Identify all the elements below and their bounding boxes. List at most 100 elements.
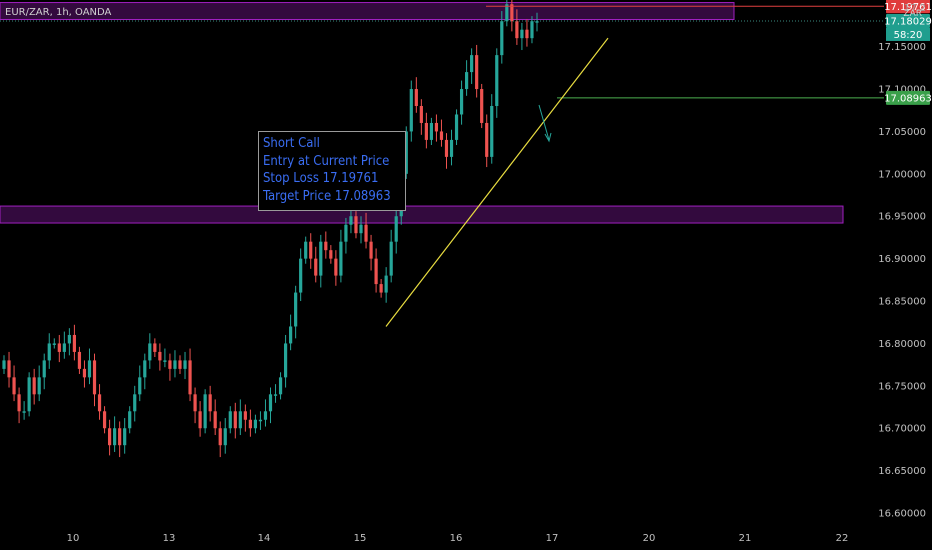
candle: [243, 404, 247, 432]
candle: [434, 114, 439, 142]
candle-body: [243, 411, 247, 420]
current-price-tag-countdown-bg: [886, 27, 930, 41]
candle: [218, 421, 222, 458]
candle: [148, 333, 152, 369]
candle-body: [148, 343, 152, 361]
candle: [495, 48, 499, 118]
candle: [394, 209, 398, 254]
candle-body: [314, 258, 318, 276]
candle-body: [278, 377, 283, 395]
candle-body: [77, 351, 82, 369]
candle: [67, 328, 71, 356]
candle: [289, 314, 293, 351]
candle: [404, 126, 408, 179]
candle-body: [253, 419, 258, 429]
candle: [329, 245, 333, 264]
trendline: [385, 37, 609, 327]
y-tick-label: 16.90000: [878, 254, 926, 265]
trade-annotation-box[interactable]: Short Call Entry at Current Price Stop L…: [258, 131, 406, 211]
stop-loss-price-tag: 17.19761: [884, 0, 932, 14]
candle: [258, 411, 263, 430]
candle-body: [409, 89, 413, 132]
candle-body: [128, 411, 132, 429]
candle: [188, 348, 192, 402]
candle-body: [138, 377, 142, 395]
candle-body: [158, 351, 162, 361]
candle: [480, 83, 484, 129]
x-tick-label: 14: [258, 533, 271, 544]
candle: [143, 353, 147, 390]
candle: [263, 399, 268, 427]
arrow-head: [544, 132, 552, 143]
candle-body: [178, 360, 182, 369]
candle-body: [97, 394, 102, 412]
y-tick-label: 16.75000: [878, 381, 926, 392]
candle-body: [359, 224, 363, 234]
x-tick-label: 22: [836, 533, 849, 544]
candle-body: [329, 250, 333, 259]
candle: [475, 44, 479, 98]
candle: [379, 278, 383, 298]
candle-body: [459, 89, 464, 115]
candle-body: [309, 241, 313, 259]
candle: [449, 129, 454, 166]
candle-body: [530, 21, 534, 39]
candle-body: [444, 139, 449, 157]
candle-body: [183, 360, 187, 369]
candle: [409, 80, 413, 142]
candle-body: [273, 394, 278, 396]
candle-body: [188, 360, 192, 395]
candle: [294, 285, 298, 339]
candle-body: [475, 55, 479, 90]
candle-body: [349, 216, 353, 225]
candle-body: [510, 4, 514, 22]
candle-body: [82, 368, 87, 378]
candle-body: [515, 21, 519, 39]
candle-body: [223, 428, 227, 446]
candle-body: [319, 241, 323, 276]
resistance-zone-2: [0, 205, 844, 224]
candle: [123, 418, 127, 454]
candle: [470, 48, 474, 84]
candle: [17, 387, 21, 424]
y-tick-label: 16.65000: [878, 466, 926, 477]
annotation-line-4: Target Price 17.08963: [263, 188, 391, 204]
candle-body: [67, 334, 71, 344]
candle-body: [500, 21, 504, 56]
candle: [107, 419, 112, 456]
candle: [57, 334, 61, 363]
candle-body: [7, 360, 11, 378]
candle: [12, 365, 16, 402]
candle-body: [37, 377, 41, 395]
candle: [102, 406, 107, 434]
candle: [233, 402, 237, 439]
candle-body: [424, 122, 428, 140]
candle-body: [62, 343, 66, 352]
candle: [32, 368, 36, 405]
current-price-tag-bg: [886, 13, 930, 28]
candle-body: [258, 419, 263, 422]
x-tick-label: 15: [354, 533, 367, 544]
candle-body: [22, 411, 26, 413]
candle-body: [218, 428, 222, 446]
candle-body: [283, 343, 288, 378]
candle: [505, 0, 509, 27]
candle-body: [294, 292, 298, 327]
candle-body: [72, 334, 76, 352]
y-tick-label: 17.05000: [878, 127, 926, 138]
target-price-tag-bg: [886, 90, 930, 105]
candle: [454, 109, 459, 146]
x-tick-label: 21: [739, 533, 752, 544]
current-price-tag: 17.18029 58:20: [884, 13, 932, 41]
candle-body: [480, 89, 484, 123]
annotation-line-3: Stop Loss 17.19761: [263, 171, 379, 186]
candle-body: [414, 89, 418, 106]
candle: [223, 418, 227, 454]
candle-body: [364, 224, 368, 242]
candle-body: [449, 139, 454, 157]
candle-body: [339, 241, 343, 276]
candle: [7, 351, 11, 388]
candle-body: [213, 411, 217, 429]
candle-body: [163, 360, 167, 362]
